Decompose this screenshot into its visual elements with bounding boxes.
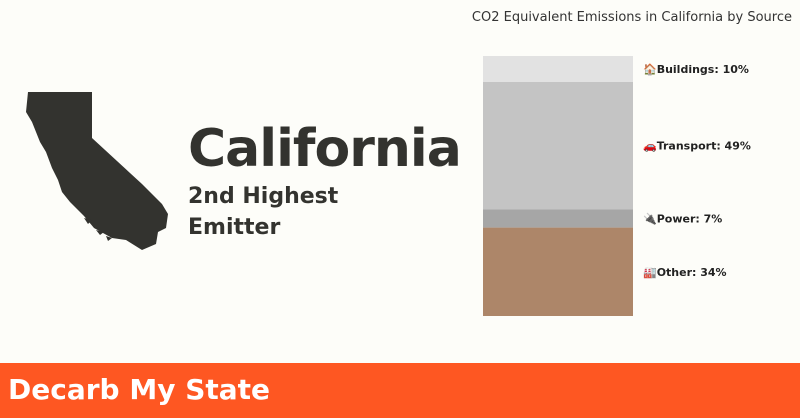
headline: California 2nd Highest Emitter bbox=[188, 118, 462, 242]
data-label-buildings: 🏠Buildings: 10% bbox=[643, 63, 749, 76]
state-name: California bbox=[188, 119, 462, 179]
bar-segment-buildings bbox=[483, 56, 633, 82]
bar-segment-other bbox=[483, 227, 633, 316]
data-label-transport: 🚗Transport: 49% bbox=[643, 140, 751, 153]
rank-line-2: Emitter bbox=[188, 215, 281, 240]
bar-segment-transport bbox=[483, 82, 633, 210]
footer-banner: Decarb My State bbox=[0, 363, 800, 418]
data-label-power: 🔌Power: 7% bbox=[643, 213, 722, 226]
rank-line-1: 2nd Highest bbox=[188, 184, 339, 209]
emissions-stacked-bar-chart: 🏠Buildings: 10% 🚗Transport: 49% 🔌Power: 7%… bbox=[483, 56, 751, 316]
data-label-other: 🏭Other: 34% bbox=[643, 266, 727, 279]
footer-brand: Decarb My State bbox=[8, 373, 271, 406]
chart-title: CO2 Equivalent Emissions in California b… bbox=[471, 10, 792, 25]
bar-segment-power bbox=[483, 209, 633, 228]
california-map-icon bbox=[26, 92, 168, 250]
